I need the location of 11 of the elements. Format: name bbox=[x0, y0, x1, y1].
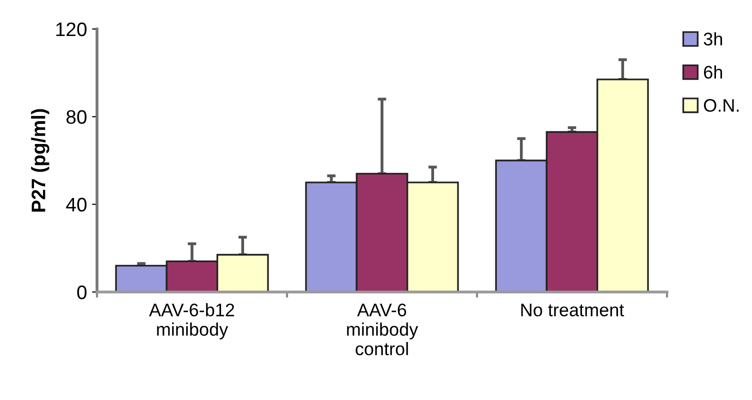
y-tick-label: 40 bbox=[66, 198, 87, 212]
x-tick-label: No treatment bbox=[521, 304, 624, 316]
x-tick-label: AAV-6-b12 minibody bbox=[149, 303, 234, 340]
y-tick-label: 0 bbox=[77, 285, 87, 300]
legend-label: O.N. bbox=[704, 99, 739, 112]
legend-label: 3h bbox=[704, 32, 722, 46]
y-tick-label: 80 bbox=[66, 110, 87, 124]
legend-label: 6h bbox=[704, 65, 722, 79]
y-axis-title: P27 (pg/ml) bbox=[31, 109, 50, 212]
x-tick-label: AAV-6 minibody control bbox=[347, 304, 418, 356]
y-tick-label: 120 bbox=[56, 22, 87, 36]
